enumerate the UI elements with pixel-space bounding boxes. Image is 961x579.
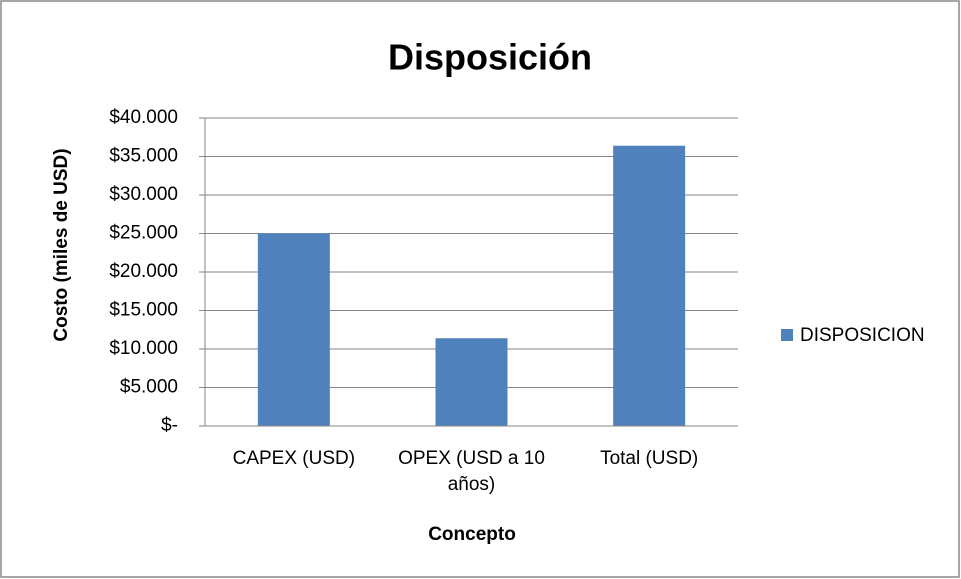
y-tick-label: $35.000 [109, 146, 178, 167]
chart-title: Disposición [388, 37, 592, 78]
legend-swatch [781, 329, 793, 341]
x-tick-label: Total (USD) [600, 448, 699, 469]
y-tick-label: $25.000 [109, 223, 178, 244]
y-tick-label: $- [161, 415, 178, 436]
legend-label: DISPOSICION [800, 325, 925, 346]
y-tick-label: $10.000 [109, 338, 178, 359]
bar [257, 233, 330, 426]
x-tick-label-box: Total (USD) [600, 448, 699, 469]
x-tick-label-box: OPEX (USD a 10 años) [398, 448, 545, 495]
x-tick-label-box: CAPEX (USD) [232, 448, 356, 469]
y-tick-label: $40.000 [109, 107, 178, 128]
y-tick-label: $30.000 [109, 184, 178, 205]
y-tick-label: $15.000 [109, 300, 178, 321]
y-tick-label: $20.000 [109, 261, 178, 282]
bar [613, 145, 686, 426]
x-axis-title: Concepto [428, 524, 516, 545]
y-tick-label: $5.000 [120, 377, 178, 398]
y-axis-title: Costo (miles de USD) [51, 148, 72, 341]
x-tick-label: OPEX (USD a 10 años) [398, 448, 545, 495]
x-tick-label: CAPEX (USD) [232, 448, 356, 469]
bar [435, 338, 508, 426]
